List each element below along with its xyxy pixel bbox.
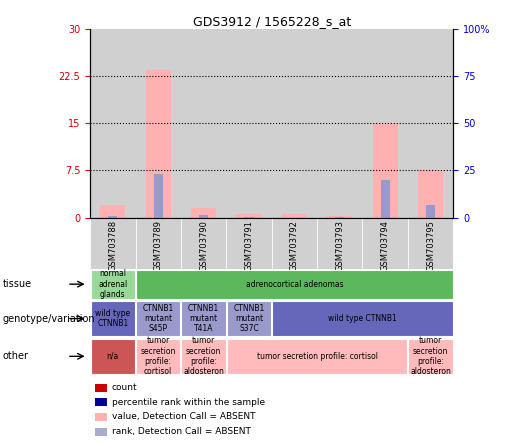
Bar: [135, 29, 181, 218]
Bar: [426, 205, 435, 218]
Bar: [181, 29, 226, 218]
FancyBboxPatch shape: [181, 339, 226, 374]
Bar: [327, 216, 352, 218]
Bar: [236, 214, 262, 218]
Bar: [363, 29, 408, 218]
Text: wild type
CTNNB1: wild type CTNNB1: [95, 309, 130, 328]
Bar: [381, 180, 390, 218]
Bar: [373, 123, 398, 218]
Bar: [282, 214, 307, 218]
FancyBboxPatch shape: [135, 218, 181, 269]
Text: CTNNB1
mutant
S45P: CTNNB1 mutant S45P: [143, 304, 174, 333]
Text: GSM703792: GSM703792: [290, 220, 299, 271]
Text: percentile rank within the sample: percentile rank within the sample: [112, 398, 265, 407]
Bar: [146, 70, 170, 218]
FancyBboxPatch shape: [272, 218, 317, 269]
Text: tumor
secretion
profile:
aldosteron: tumor secretion profile: aldosteron: [410, 336, 451, 377]
Text: value, Detection Call = ABSENT: value, Detection Call = ABSENT: [112, 412, 255, 421]
Text: GSM703795: GSM703795: [426, 220, 435, 271]
Bar: [100, 205, 125, 218]
Bar: [95, 428, 107, 436]
Text: GSM703791: GSM703791: [245, 220, 253, 271]
Bar: [95, 384, 107, 392]
Text: other: other: [3, 351, 28, 361]
Bar: [108, 216, 117, 218]
Bar: [335, 217, 345, 218]
FancyBboxPatch shape: [136, 301, 180, 336]
Text: GSM703789: GSM703789: [153, 220, 163, 271]
Text: wild type CTNNB1: wild type CTNNB1: [328, 314, 397, 323]
FancyBboxPatch shape: [408, 218, 453, 269]
FancyBboxPatch shape: [91, 301, 135, 336]
Text: n/a: n/a: [107, 352, 119, 361]
FancyBboxPatch shape: [227, 301, 271, 336]
Text: GSM703790: GSM703790: [199, 220, 208, 271]
FancyBboxPatch shape: [136, 270, 453, 299]
Text: genotype/variation: genotype/variation: [3, 313, 95, 324]
FancyBboxPatch shape: [90, 218, 135, 269]
Text: tumor secretion profile: cortisol: tumor secretion profile: cortisol: [256, 352, 377, 361]
FancyBboxPatch shape: [317, 218, 363, 269]
FancyBboxPatch shape: [181, 218, 226, 269]
Text: CTNNB1
mutant
S37C: CTNNB1 mutant S37C: [233, 304, 265, 333]
Bar: [272, 29, 317, 218]
Text: adrenocortical adenomas: adrenocortical adenomas: [246, 280, 343, 289]
FancyBboxPatch shape: [91, 270, 135, 299]
Bar: [317, 29, 363, 218]
Bar: [418, 170, 443, 218]
Text: CTNNB1
mutant
T41A: CTNNB1 mutant T41A: [188, 304, 219, 333]
FancyBboxPatch shape: [226, 218, 272, 269]
FancyBboxPatch shape: [136, 339, 180, 374]
Text: rank, Detection Call = ABSENT: rank, Detection Call = ABSENT: [112, 427, 251, 436]
FancyBboxPatch shape: [363, 218, 408, 269]
Bar: [191, 208, 216, 218]
Bar: [199, 215, 208, 218]
FancyBboxPatch shape: [272, 301, 453, 336]
FancyBboxPatch shape: [408, 339, 453, 374]
Bar: [245, 217, 253, 218]
Text: GSM703788: GSM703788: [108, 220, 117, 271]
Title: GDS3912 / 1565228_s_at: GDS3912 / 1565228_s_at: [193, 15, 351, 28]
Bar: [95, 398, 107, 406]
Text: tissue: tissue: [3, 279, 32, 289]
Text: tumor
secretion
profile:
cortisol: tumor secretion profile: cortisol: [141, 336, 176, 377]
Text: GSM703793: GSM703793: [335, 220, 344, 271]
Bar: [408, 29, 453, 218]
Text: count: count: [112, 383, 138, 392]
Bar: [95, 413, 107, 421]
FancyBboxPatch shape: [227, 339, 407, 374]
Bar: [226, 29, 272, 218]
Text: GSM703794: GSM703794: [381, 220, 390, 271]
Bar: [90, 29, 135, 218]
Text: normal
adrenal
glands: normal adrenal glands: [98, 269, 127, 299]
Text: tumor
secretion
profile:
aldosteron: tumor secretion profile: aldosteron: [183, 336, 224, 377]
Bar: [153, 174, 163, 218]
FancyBboxPatch shape: [181, 301, 226, 336]
FancyBboxPatch shape: [91, 339, 135, 374]
